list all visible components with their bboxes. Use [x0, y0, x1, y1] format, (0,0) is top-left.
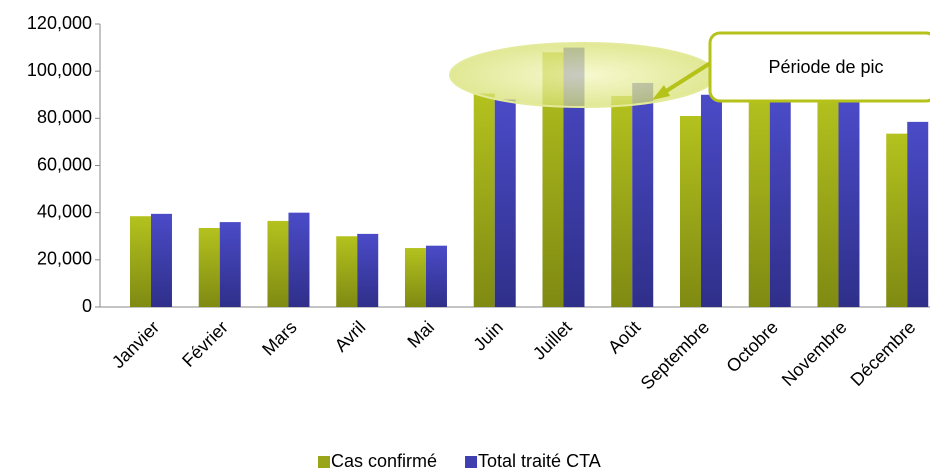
callout-arrow [658, 60, 714, 97]
callout-box [708, 31, 930, 103]
x-tick-label: Mars [258, 317, 300, 359]
bar [129, 216, 151, 307]
bar [611, 95, 633, 307]
x-tick-label: Mai [404, 317, 439, 352]
legend-label: Cas confirmé [331, 451, 437, 470]
x-tick-label: Octobre [722, 317, 781, 376]
y-tick-label: 60,000 [37, 154, 92, 174]
bar [404, 248, 426, 307]
bar [700, 94, 722, 307]
y-tick-label: 20,000 [37, 249, 92, 269]
bar [219, 222, 241, 307]
bar [494, 99, 516, 307]
x-tick-label: Juin [469, 317, 506, 354]
bar [769, 99, 791, 307]
x-tick-label: Novembre [778, 317, 851, 390]
x-tick-label: Janvier [108, 317, 163, 372]
callout-arrowhead [652, 85, 670, 100]
bar [150, 213, 172, 307]
x-tick-label: Avril [331, 317, 370, 356]
y-tick-label: 100,000 [27, 60, 92, 80]
bar [336, 236, 358, 307]
bar [542, 52, 564, 307]
bar [748, 94, 770, 307]
legend-swatch [465, 456, 478, 468]
x-tick-label: Février [178, 317, 232, 371]
bar [838, 99, 860, 307]
bar [288, 212, 310, 307]
x-tick-label: Août [604, 317, 644, 357]
bar [198, 227, 220, 307]
y-tick-label: 40,000 [37, 201, 92, 221]
x-tick-label: Septembre [637, 317, 713, 393]
bar [267, 220, 289, 307]
bar [632, 82, 654, 307]
callout-text: Période de pic [768, 57, 883, 77]
x-tick-label: Décembre [847, 317, 920, 390]
y-tick-label: 120,000 [27, 13, 92, 33]
bar [817, 94, 839, 307]
bar [886, 133, 908, 307]
y-tick-label: 0 [82, 296, 92, 316]
bar [907, 121, 929, 307]
highlight-ellipse [449, 42, 717, 108]
bar [679, 115, 701, 307]
bar [425, 245, 447, 307]
x-tick-label: Juillet [529, 317, 576, 364]
bar [563, 47, 585, 307]
legend-swatch [318, 456, 330, 468]
legend-label: Total traité CTA [478, 451, 601, 470]
bar [357, 233, 379, 307]
bar [473, 93, 495, 307]
y-tick-label: 80,000 [37, 107, 92, 127]
